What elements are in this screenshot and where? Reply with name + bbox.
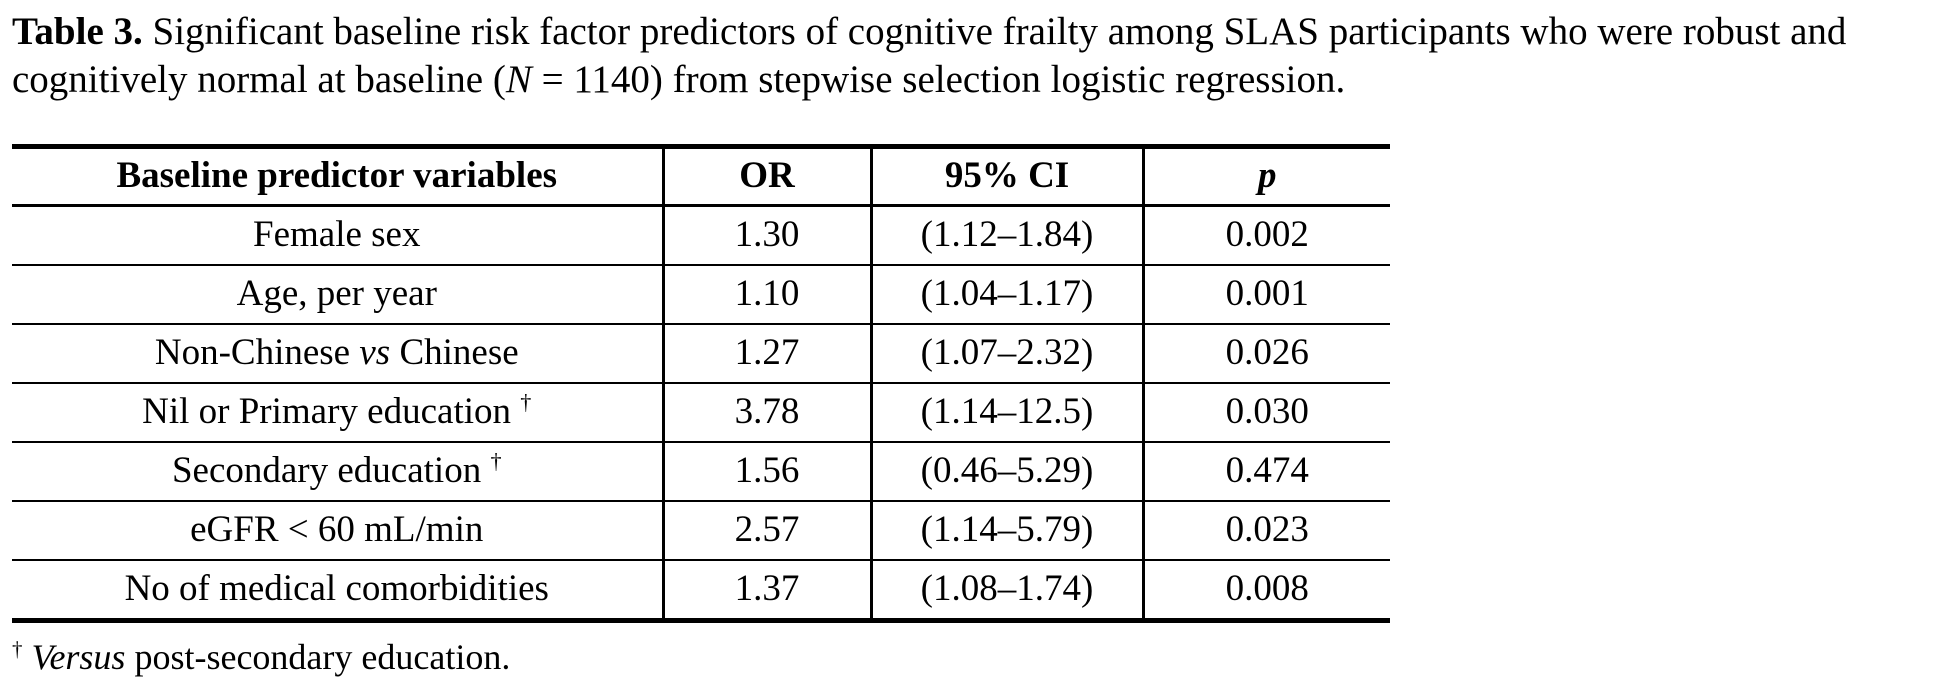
ci-cell: (1.12–1.84)	[871, 205, 1145, 265]
or-cell: 1.37	[663, 558, 873, 621]
footnote-versus-italic: Versus	[31, 636, 126, 677]
or-cell: 1.56	[663, 440, 873, 501]
predictor-text: Female sex	[253, 214, 421, 256]
table-row: Female sex 1.30 (1.12–1.84) 0.002	[12, 205, 1390, 265]
table-row: Nil or Primary education † 3.78 (1.14–12…	[12, 381, 1390, 442]
predictor-cell: Nil or Primary education †	[12, 381, 665, 442]
ci-cell: (1.14–12.5)	[871, 381, 1145, 442]
or-cell: 3.78	[663, 381, 873, 442]
table-caption-label: Table 3.	[12, 10, 143, 53]
predictor-cell: Age, per year	[12, 263, 665, 324]
or-cell: 1.10	[663, 263, 873, 324]
p-cell: 0.023	[1143, 499, 1390, 560]
table-row: Non-Chinese vs Chinese 1.27 (1.07–2.32) …	[12, 322, 1390, 383]
predictor-cell: Non-Chinese vs Chinese	[12, 322, 665, 383]
table-caption-n-italic: N	[505, 57, 532, 101]
dagger-icon: †	[490, 448, 502, 474]
predictor-text: No of medical comorbidities	[124, 568, 549, 610]
predictor-text: Nil or Primary education	[142, 391, 521, 433]
predictor-cell: Secondary education †	[12, 440, 665, 501]
ci-cell: (1.07–2.32)	[871, 322, 1145, 383]
footnote-text: post-secondary education.	[125, 636, 511, 677]
or-cell: 2.57	[663, 499, 873, 560]
predictor-text: Age, per year	[236, 273, 437, 315]
table-row: eGFR < 60 mL/min 2.57 (1.14–5.79) 0.023	[12, 499, 1390, 560]
table-caption-text-2: = 1140) from stepwise selection logistic…	[531, 57, 1346, 101]
p-cell: 0.001	[1143, 263, 1390, 324]
header-predictor-variables: Baseline predictor variables	[12, 146, 665, 207]
table-footnote: † Versus post-secondary education.	[12, 636, 1948, 679]
ci-cell: (0.46–5.29)	[871, 440, 1145, 501]
header-or: OR	[663, 146, 873, 207]
p-cell: 0.026	[1143, 322, 1390, 383]
predictor-text: Secondary education	[171, 450, 491, 492]
predictor-text-post: Chinese	[390, 332, 519, 374]
dagger-icon: †	[12, 636, 23, 661]
table-row: Secondary education † 1.56 (0.46–5.29) 0…	[12, 440, 1390, 501]
ci-cell: (1.08–1.74)	[871, 558, 1145, 621]
predictor-text: Non-Chinese	[154, 332, 360, 374]
results-table: Baseline predictor variables OR 95% CI p…	[12, 143, 1390, 623]
ci-cell: (1.14–5.79)	[871, 499, 1145, 560]
p-cell: 0.474	[1143, 440, 1390, 501]
predictor-cell: No of medical comorbidities	[12, 558, 665, 621]
dagger-icon: †	[520, 389, 532, 415]
table-row: No of medical comorbidities 1.37 (1.08–1…	[12, 558, 1390, 621]
predictor-cell: Female sex	[12, 205, 665, 265]
predictor-cell: eGFR < 60 mL/min	[12, 499, 665, 560]
predictor-text: eGFR < 60 mL/min	[190, 509, 484, 551]
table-header-row: Baseline predictor variables OR 95% CI p	[12, 146, 1390, 207]
table-row: Age, per year 1.10 (1.04–1.17) 0.001	[12, 263, 1390, 324]
or-cell: 1.27	[663, 322, 873, 383]
ci-cell: (1.04–1.17)	[871, 263, 1145, 324]
header-95ci: 95% CI	[871, 146, 1145, 207]
header-p-value: p	[1143, 146, 1390, 207]
p-cell: 0.030	[1143, 381, 1390, 442]
p-cell: 0.008	[1143, 558, 1390, 621]
or-cell: 1.30	[663, 205, 873, 265]
table-caption: Table 3. Significant baseline risk facto…	[12, 8, 1948, 104]
predictor-italic: vs	[359, 332, 391, 374]
p-cell: 0.002	[1225, 214, 1309, 256]
table-caption-text-1: Significant baseline risk factor predict…	[12, 10, 1847, 101]
